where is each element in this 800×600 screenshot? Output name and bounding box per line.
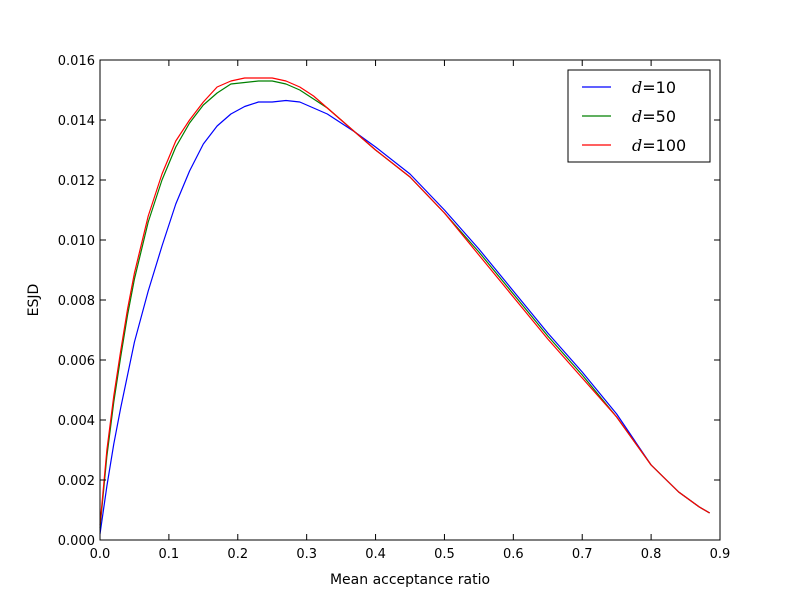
y-tick-label: 0.004 (58, 414, 95, 429)
x-tick-label: 0.5 (434, 547, 455, 562)
legend-label-d10: d=10 (632, 78, 676, 97)
y-tick-label: 0.010 (58, 234, 95, 249)
ticks-layer: 0.0 0.1 0.2 0.3 0.4 0.5 0.6 0.7 0.8 0.9 0.000 0.002… (58, 54, 731, 562)
x-tick-label: 0.1 (159, 547, 180, 562)
x-tick-label: 0.8 (641, 547, 662, 562)
y-tick-label: 0.008 (58, 294, 95, 309)
series-line-d10 (99, 99, 710, 535)
x-tick-label: 0.2 (227, 547, 248, 562)
y-axis-label: ESJD (26, 284, 42, 317)
x-tick-label: 0.6 (503, 547, 524, 562)
y-tick-label: 0.014 (58, 114, 95, 129)
y-tick-label: 0.002 (58, 474, 95, 489)
y-tick-label: 0.000 (58, 534, 95, 549)
y-tick-label: 0.012 (58, 174, 95, 189)
x-tick-label: 0.4 (365, 547, 386, 562)
series-line-d50 (99, 80, 710, 529)
legend-label-d50: d=50 (632, 107, 676, 126)
x-tick-label: 0.9 (710, 547, 731, 562)
x-axis-label: Mean acceptance ratio (330, 572, 490, 588)
legend-label-d100: d=100 (632, 136, 686, 155)
series-layer (99, 77, 710, 535)
y-tick-label: 0.016 (58, 54, 95, 69)
series-line-d100 (99, 77, 710, 526)
x-tick-label: 0.0 (90, 547, 111, 562)
x-tick-label: 0.7 (572, 547, 593, 562)
x-tick-label: 0.3 (296, 547, 317, 562)
legend: d=10 d=50 d=100 (567, 69, 711, 163)
y-tick-label: 0.006 (58, 354, 95, 369)
